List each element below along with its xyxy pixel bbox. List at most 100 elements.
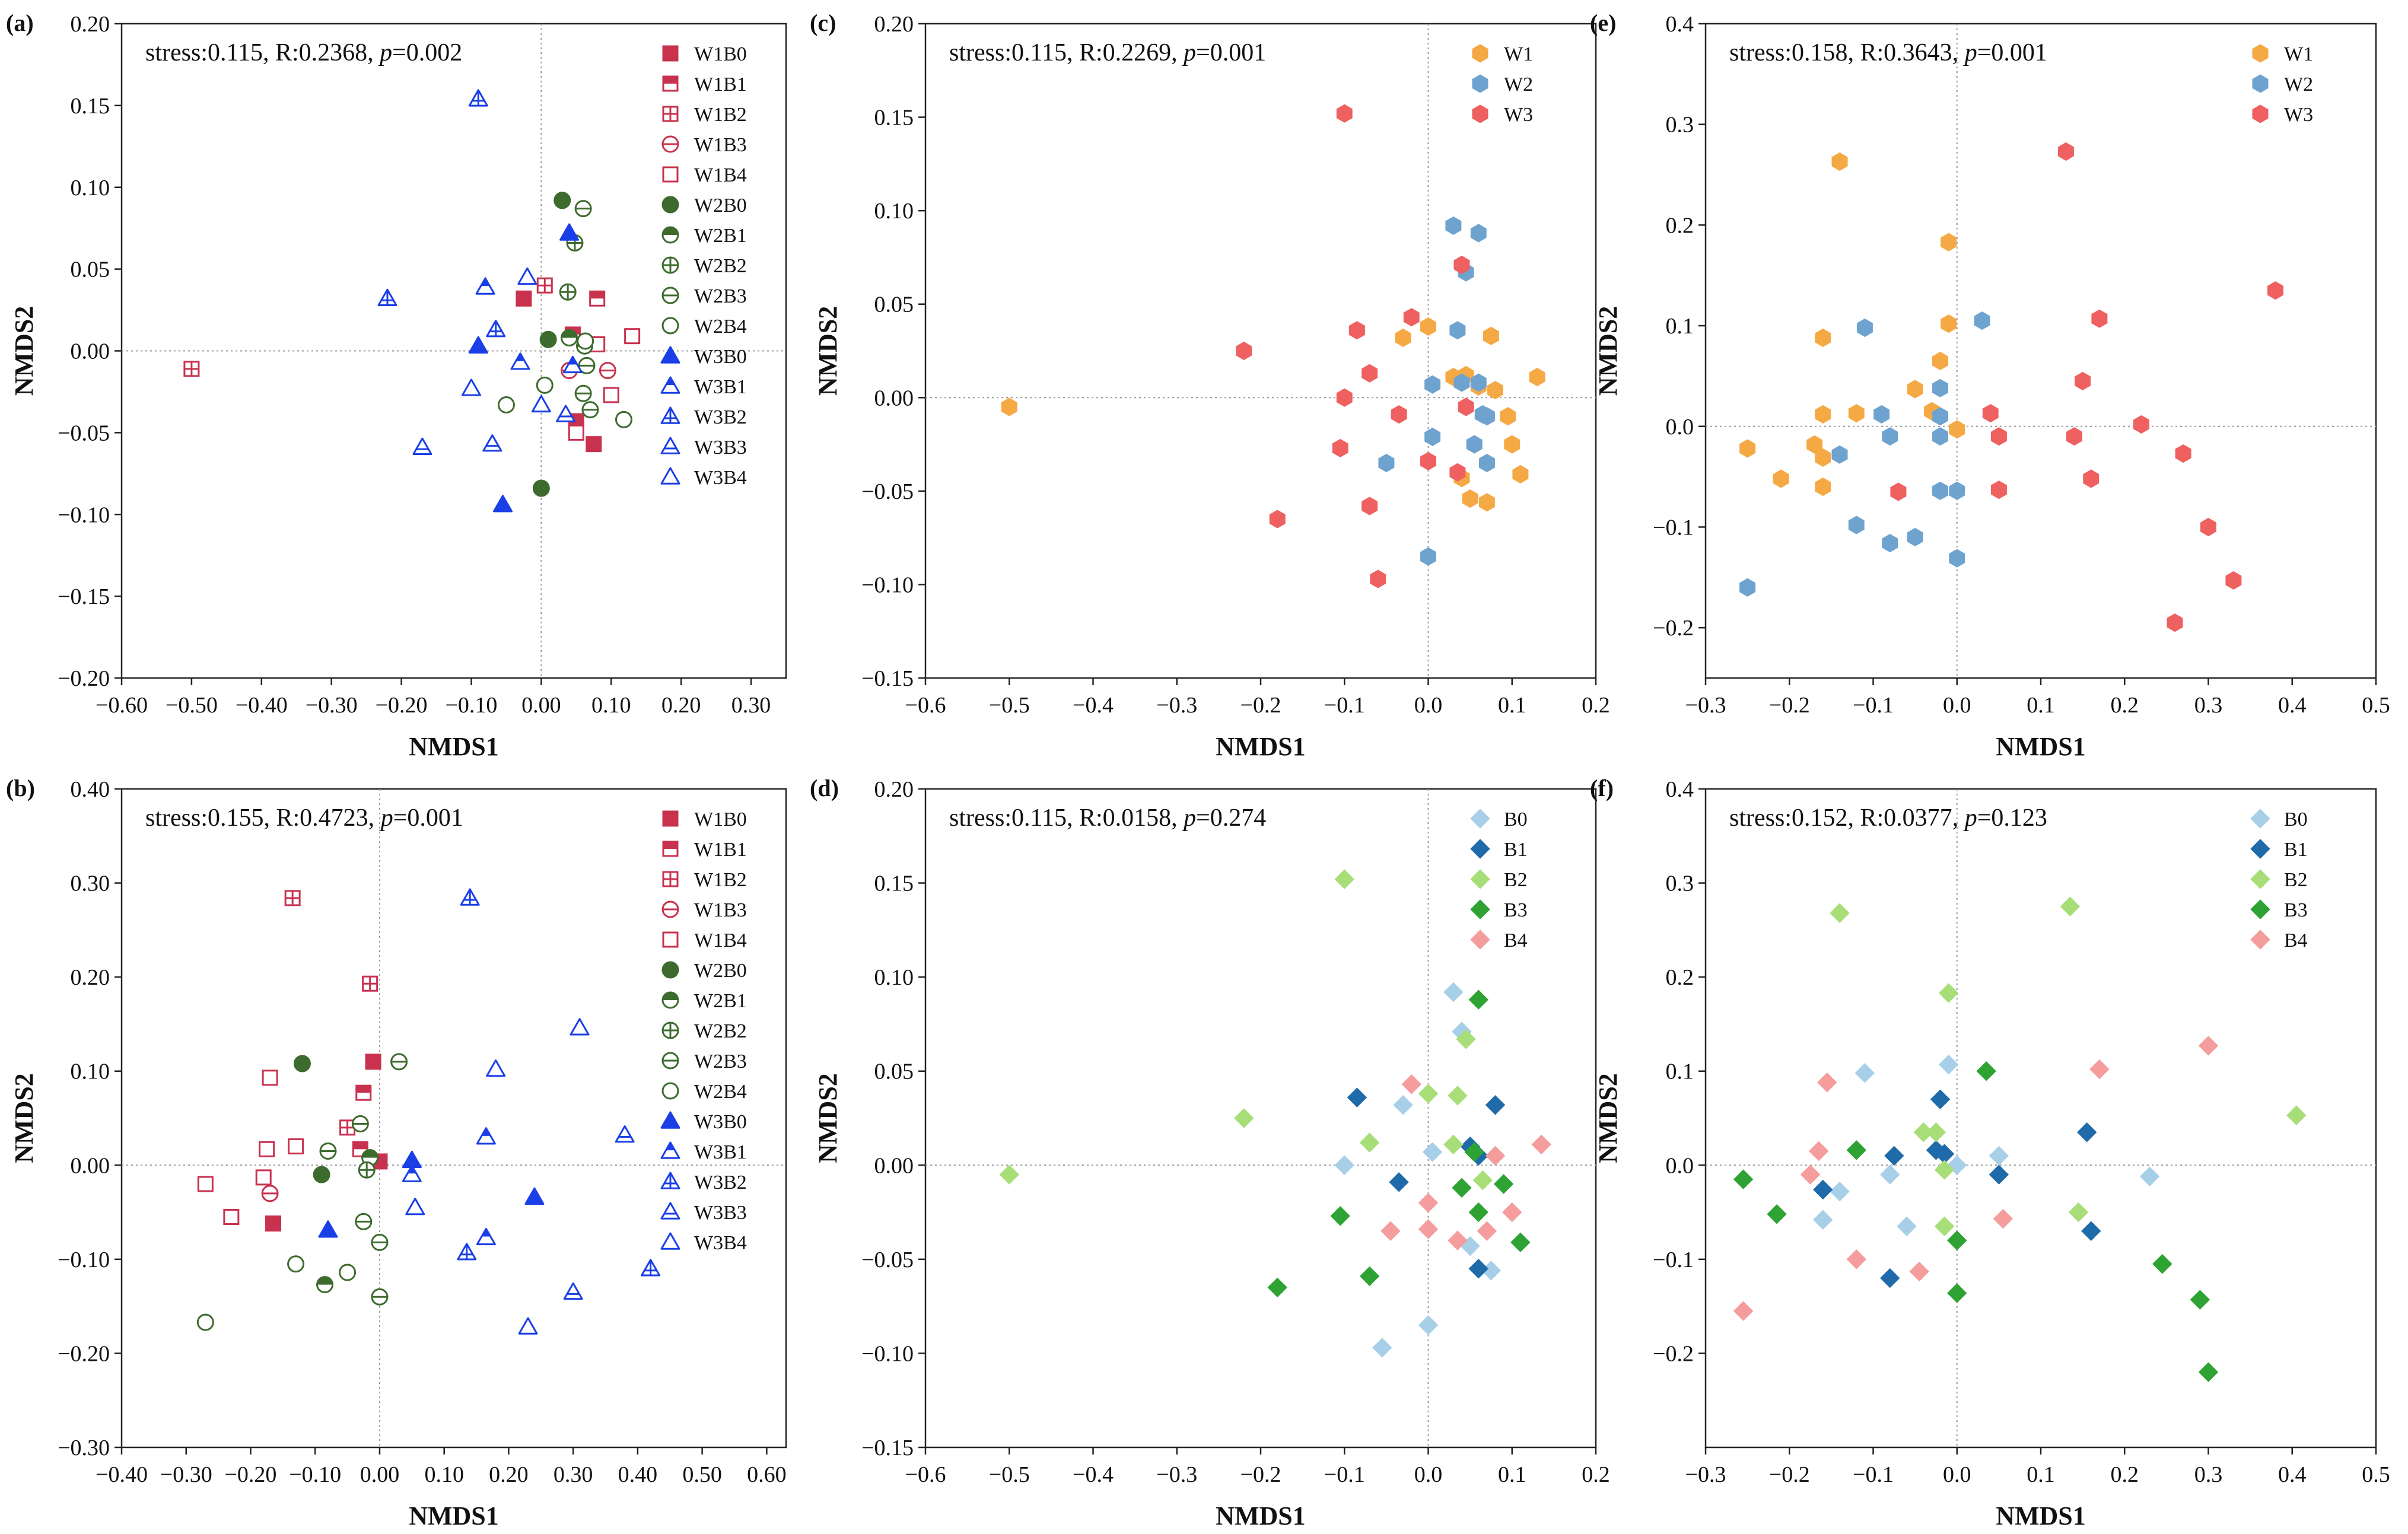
point-b4: [1401, 1074, 1421, 1094]
point-w1b0: [265, 1215, 282, 1232]
point-b1: [1884, 1145, 1904, 1166]
point-w3b0: [318, 1220, 338, 1238]
point-b3: [2152, 1254, 2172, 1274]
point-w1: [1815, 405, 1831, 424]
point-w1b4: [197, 1176, 214, 1192]
legend-marker-b2: [2250, 869, 2270, 889]
x-axis-title: NMDS1: [1216, 732, 1306, 761]
y-tick-label: −0.05: [861, 479, 914, 504]
point-w3: [1362, 364, 1378, 383]
y-tick-label: 0.20: [71, 12, 110, 37]
x-tick-label: −0.50: [166, 693, 218, 718]
legend-label-w3b3: W3B3: [694, 1202, 747, 1224]
point-b3: [1468, 989, 1488, 1010]
point-w1: [1831, 152, 1848, 171]
point-w2: [1932, 378, 1948, 397]
point-w2: [1424, 375, 1441, 394]
point-w3: [1269, 510, 1286, 529]
point-w3: [2175, 444, 2191, 463]
x-tick-label: −0.3: [1156, 693, 1197, 718]
x-axis-title: NMDS1: [1996, 1501, 2086, 1530]
y-tick-label: 0.10: [874, 965, 914, 990]
point-b1: [2081, 1221, 2101, 1241]
point-w3: [1890, 482, 1907, 501]
point-b2: [1456, 1029, 1476, 1049]
point-w3b0: [559, 223, 580, 241]
point-w1b4: [223, 1209, 240, 1225]
x-tick-label: −0.20: [225, 1462, 277, 1487]
x-tick-label: −0.3: [1156, 1462, 1197, 1487]
panel-b: −0.40 −0.30 −0.20 −0.10 0.00 0.10 0.20 0.30 0.40…: [6, 775, 787, 1530]
legend-label-w2b2: W2B2: [694, 1020, 747, 1042]
point-w2b3: [581, 401, 599, 419]
legend-marker-w1b3: [661, 135, 679, 153]
y-tick-label: 0.0: [1666, 1153, 1694, 1178]
point-b3: [2198, 1362, 2219, 1382]
point-w3b2: [457, 1243, 477, 1261]
point-w1b4: [568, 424, 584, 441]
point-b1: [1930, 1089, 1951, 1109]
y-tick-label: −0.30: [58, 1436, 110, 1460]
point-b3: [1767, 1204, 1787, 1224]
point-b1: [1468, 1259, 1488, 1279]
point-w1: [1487, 381, 1503, 400]
legend-marker-w3b1: [660, 1141, 680, 1159]
legend-label-w3b4: W3B4: [694, 467, 747, 489]
point-b0: [1813, 1210, 1833, 1230]
point-b2: [1934, 1216, 1955, 1237]
x-tick-label: 0.2: [2111, 693, 2139, 718]
legend-label-w2b3: W2B3: [694, 285, 747, 307]
point-w3b2: [460, 888, 480, 906]
point-w3b1: [476, 1227, 496, 1246]
y-tick-label: 0.2: [1666, 965, 1694, 990]
point-w3: [2066, 427, 2082, 446]
legend-label-w3: W3: [2284, 104, 2313, 126]
legend-marker-b0: [1470, 809, 1490, 829]
legend-label-w1b2: W1B2: [694, 104, 747, 126]
point-b0: [1938, 1054, 1959, 1075]
x-axis-title: NMDS1: [409, 732, 499, 761]
point-b3: [1359, 1266, 1380, 1287]
y-axis-title: NMDS2: [1593, 1073, 1623, 1163]
point-w3: [2083, 469, 2100, 488]
point-w3b3: [482, 434, 502, 452]
point-w1: [1815, 328, 1831, 347]
x-tick-label: −0.5: [989, 1462, 1030, 1487]
x-tick-label: 0.60: [747, 1462, 787, 1487]
point-b1: [1389, 1172, 1409, 1192]
x-tick-label: 0.30: [731, 693, 771, 718]
y-tick-label: −0.15: [58, 584, 110, 609]
point-b4: [1418, 1219, 1439, 1239]
legend-label-b3: B3: [1504, 899, 1528, 921]
point-w2b3: [574, 200, 592, 218]
point-b3: [1846, 1140, 1866, 1160]
x-tick-label: 0.3: [2194, 693, 2223, 718]
point-b2: [1938, 983, 1959, 1003]
legend-marker-b0: [2250, 809, 2270, 829]
point-w3: [1370, 569, 1386, 588]
point-w3b1: [476, 1127, 496, 1145]
point-w2b0: [539, 330, 557, 348]
point-w3b4: [405, 1198, 425, 1215]
y-tick-label: −0.15: [861, 1436, 914, 1460]
legend-label-w3b0: W3B0: [694, 1111, 747, 1133]
legend-label-w2b1: W2B1: [694, 990, 747, 1012]
legend-marker-w3b2: [660, 406, 680, 424]
x-axis-title: NMDS1: [409, 1501, 499, 1530]
point-w2b2: [559, 283, 577, 301]
point-b0: [1443, 982, 1464, 1002]
point-w1b4: [624, 328, 641, 345]
stats-annotation: stress:0.158, R:0.3643, p=0.001: [1729, 39, 2047, 66]
legend-marker-b4: [1470, 930, 1490, 950]
x-tick-label: −0.2: [1769, 1462, 1810, 1487]
legend-label-w3b1: W3B1: [694, 376, 747, 398]
point-w2: [1873, 405, 1890, 424]
point-w2: [1848, 515, 1865, 534]
legend-label-w1b4: W1B4: [694, 164, 747, 186]
y-tick-label: 0.15: [71, 94, 110, 119]
stats-annotation: stress:0.155, R:0.4723, p=0.001: [145, 804, 463, 832]
legend-label-w1b1: W1B1: [694, 839, 747, 861]
point-b0: [1334, 1155, 1354, 1175]
point-w3: [1449, 463, 1466, 482]
point-w3b2: [486, 320, 506, 338]
